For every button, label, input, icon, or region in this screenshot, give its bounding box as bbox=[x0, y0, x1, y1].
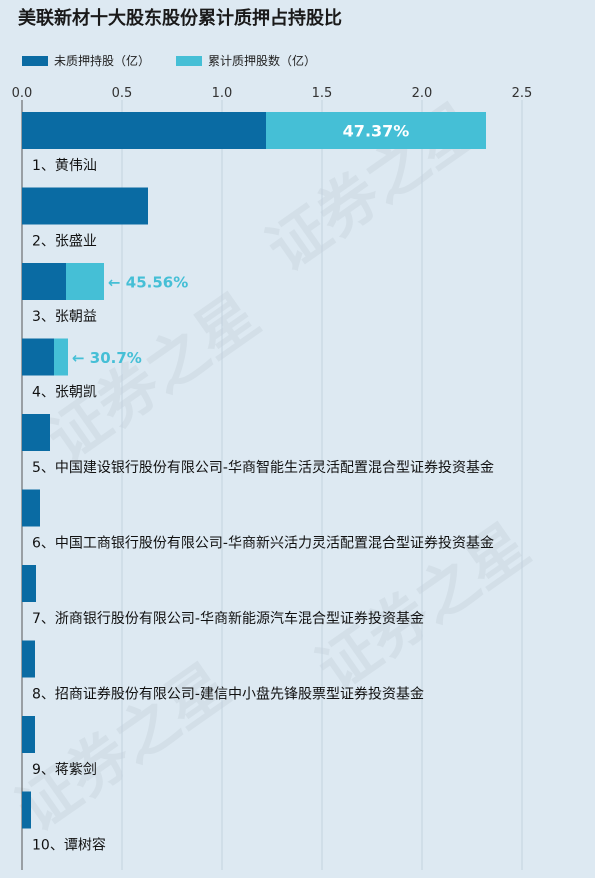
category-label: 5、中国建设银行股份有限公司-华商智能生活灵活配置混合型证券投资基金 bbox=[32, 459, 494, 476]
category-label: 2、张盛业 bbox=[32, 234, 97, 250]
legend-item-pledged: 累计质押股数（亿） bbox=[176, 52, 316, 69]
x-tick-label: 1.5 bbox=[312, 86, 333, 101]
x-tick-label: 2.0 bbox=[412, 86, 433, 101]
legend-label-pledged: 累计质押股数（亿） bbox=[208, 54, 317, 68]
bar-unpledged bbox=[22, 716, 35, 753]
legend-swatch-pledged bbox=[176, 55, 203, 66]
bar-unpledged bbox=[22, 791, 31, 829]
data-label: ← 30.7% bbox=[72, 349, 142, 367]
x-tick-label: 2.5 bbox=[512, 86, 533, 101]
bar-unpledged bbox=[22, 489, 40, 527]
chart-title: 美联新材十大股东股份累计质押占持股比 bbox=[18, 8, 342, 29]
legend-label-unpledged: 未质押持股（亿） bbox=[54, 54, 151, 68]
bar-unpledged bbox=[22, 263, 66, 300]
category-label: 6、中国工商银行股份有限公司-华商新兴活力灵活配置混合型证券投资基金 bbox=[32, 535, 494, 552]
bar-pledged bbox=[66, 263, 104, 300]
data-label: ← 45.56% bbox=[108, 274, 188, 292]
category-label: 8、招商证券股份有限公司-建信中小盘先锋股票型证券投资基金 bbox=[32, 686, 424, 703]
legend-swatch-unpledged bbox=[22, 55, 48, 66]
x-tick-label: 1.0 bbox=[212, 86, 233, 101]
category-label: 9、蒋紫剑 bbox=[32, 762, 97, 778]
bar-unpledged bbox=[22, 338, 54, 376]
bar-pledged bbox=[266, 112, 486, 149]
data-label: 47.37% bbox=[343, 122, 410, 141]
category-label: 4、张朝凯 bbox=[32, 385, 97, 401]
bar-unpledged bbox=[22, 414, 50, 451]
category-label: 10、谭树容 bbox=[32, 837, 106, 854]
chart-legend: 未质押持股（亿） 累计质押股数（亿） bbox=[22, 52, 342, 69]
x-tick-label: 0.5 bbox=[112, 86, 133, 101]
category-label: 7、浙商银行股份有限公司-华商新能源汽车混合型证券投资基金 bbox=[32, 610, 424, 627]
bar-unpledged bbox=[22, 565, 36, 602]
x-tick-label: 0.0 bbox=[12, 86, 33, 101]
bar-pledged bbox=[54, 338, 68, 376]
bar-unpledged bbox=[22, 112, 266, 149]
category-label: 1、黄伟汕 bbox=[32, 157, 97, 174]
bar-unpledged bbox=[22, 640, 35, 678]
legend-item-unpledged: 未质押持股（亿） bbox=[22, 52, 150, 69]
category-label: 3、张朝益 bbox=[32, 309, 97, 325]
bar-unpledged bbox=[22, 187, 148, 225]
